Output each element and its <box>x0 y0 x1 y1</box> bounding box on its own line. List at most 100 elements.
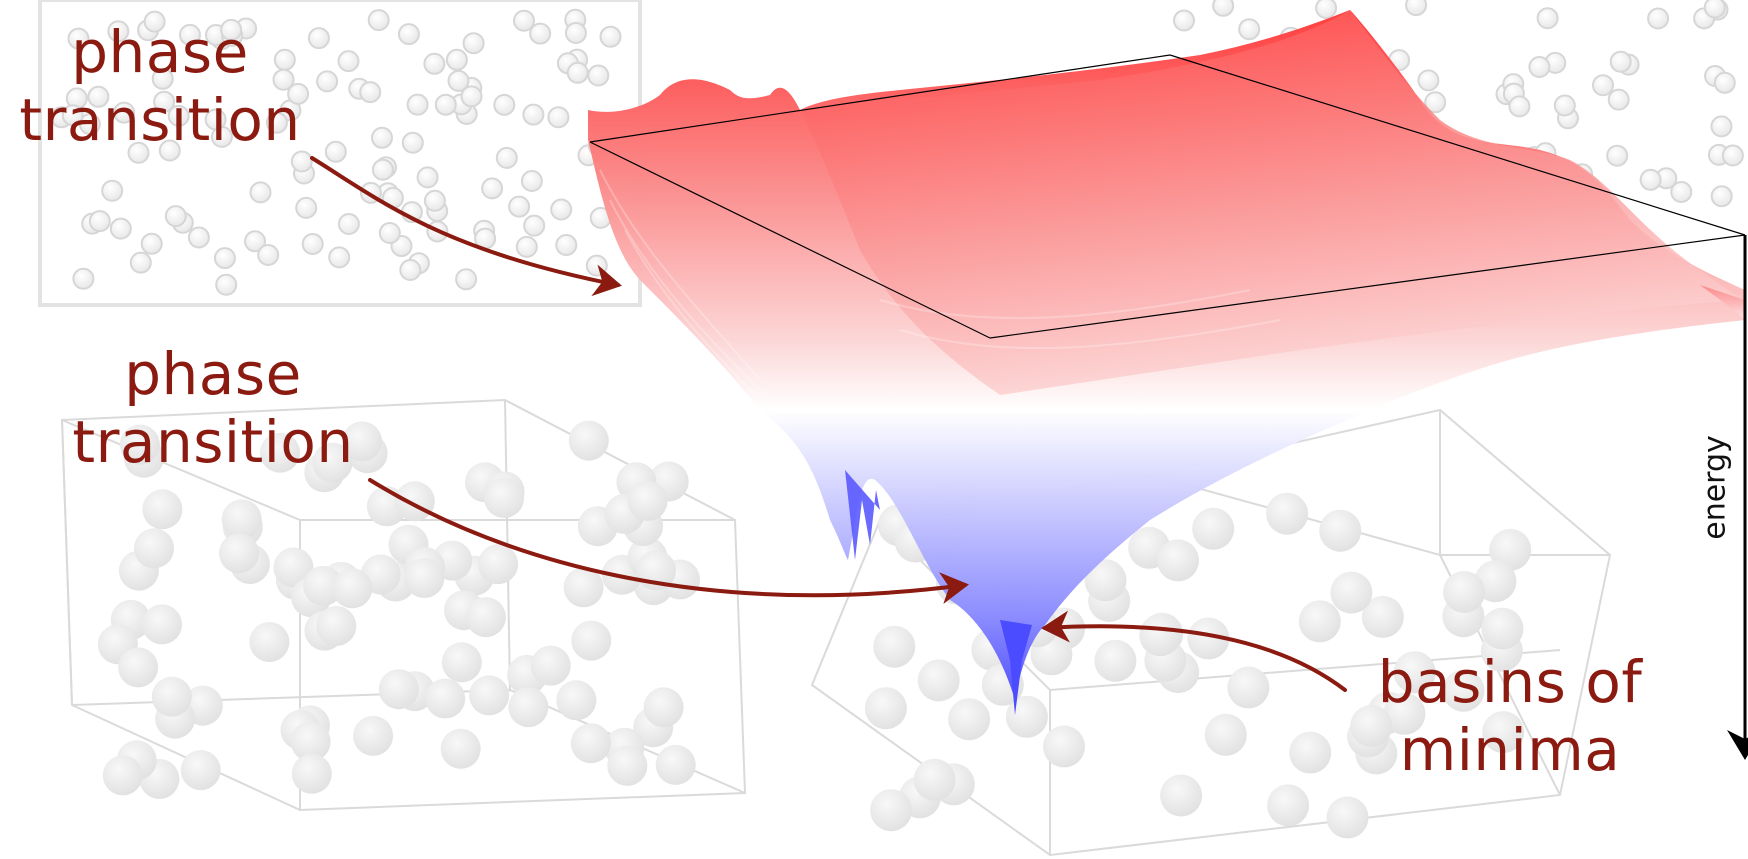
particle <box>1721 144 1744 167</box>
particle <box>1713 71 1736 94</box>
particle <box>1094 639 1137 682</box>
particle <box>307 27 330 50</box>
particle <box>1192 507 1235 550</box>
particle <box>290 721 331 762</box>
particle <box>406 93 429 116</box>
particle <box>316 606 357 646</box>
particle <box>566 61 589 84</box>
particle <box>287 82 310 105</box>
particle <box>265 111 288 134</box>
particle <box>1187 617 1230 660</box>
particle <box>1424 91 1447 114</box>
particle <box>465 597 506 638</box>
particle <box>1417 69 1440 92</box>
upper-particle-lattice <box>38 0 642 307</box>
lower-right-particle-box <box>810 408 1612 857</box>
particle <box>164 205 187 228</box>
particle <box>1606 144 1629 167</box>
particle <box>134 528 174 569</box>
particle <box>495 146 518 169</box>
particle <box>1481 607 1524 650</box>
particle <box>948 698 991 741</box>
particle <box>1361 595 1404 638</box>
particle <box>72 267 95 290</box>
particle <box>1442 669 1485 712</box>
particle <box>167 104 190 127</box>
particle <box>1710 185 1733 208</box>
particle <box>1670 181 1693 203</box>
particle <box>1703 0 1726 19</box>
particle <box>102 755 143 796</box>
particle <box>462 32 485 55</box>
particle <box>643 687 684 728</box>
upper-transition-arrow <box>310 156 622 297</box>
particle <box>564 22 587 44</box>
particle <box>917 659 960 702</box>
particle <box>434 93 457 116</box>
particle <box>556 680 597 721</box>
particle <box>101 179 124 202</box>
particle <box>332 568 373 609</box>
basins-line2: minima <box>1399 716 1621 784</box>
particle <box>1489 528 1532 571</box>
particle <box>547 106 570 129</box>
particle <box>555 234 578 256</box>
particle <box>515 235 538 258</box>
particle <box>1647 7 1670 30</box>
particle <box>204 108 227 131</box>
particle <box>1536 7 1559 30</box>
particle <box>445 48 468 71</box>
particle <box>1173 9 1195 32</box>
particle <box>530 645 571 686</box>
particle <box>913 758 956 801</box>
particle <box>303 565 344 606</box>
particle <box>113 101 136 124</box>
particle <box>1639 168 1662 191</box>
particle <box>301 233 324 255</box>
particle <box>1383 692 1426 735</box>
particle <box>378 669 419 710</box>
particle <box>213 247 236 270</box>
particle <box>221 499 262 540</box>
particle <box>529 22 552 45</box>
particle <box>107 20 130 43</box>
particle <box>219 533 259 574</box>
particle <box>61 104 84 127</box>
particle <box>1298 600 1341 643</box>
particle <box>367 9 390 32</box>
particle <box>484 478 525 518</box>
particle <box>568 420 609 461</box>
particle <box>1393 651 1436 694</box>
particle <box>1553 94 1576 117</box>
particle <box>508 687 549 728</box>
basins-arrow <box>1041 610 1347 692</box>
particle <box>371 158 394 181</box>
particle <box>1405 0 1428 17</box>
particle <box>1266 492 1309 535</box>
particle <box>1315 0 1338 19</box>
particle <box>1710 115 1733 138</box>
particle <box>397 23 420 46</box>
particle <box>220 18 243 41</box>
particle <box>399 259 422 281</box>
particle <box>1482 711 1525 754</box>
particle <box>460 85 483 108</box>
particle <box>378 222 401 244</box>
particle <box>570 723 611 764</box>
particle <box>1350 705 1393 747</box>
energy-landscape-surface <box>588 10 1746 715</box>
particle <box>1443 571 1486 613</box>
particle <box>316 70 339 93</box>
lower-transition-arrow <box>368 478 969 604</box>
particle <box>179 23 201 46</box>
particle <box>142 489 183 530</box>
particle <box>627 481 668 521</box>
lower-transition-line1: phase <box>124 340 302 408</box>
particle <box>1267 784 1310 827</box>
particle <box>404 558 445 598</box>
particle <box>151 676 192 717</box>
particle <box>359 81 382 104</box>
particle <box>469 675 510 716</box>
particle <box>140 232 163 255</box>
